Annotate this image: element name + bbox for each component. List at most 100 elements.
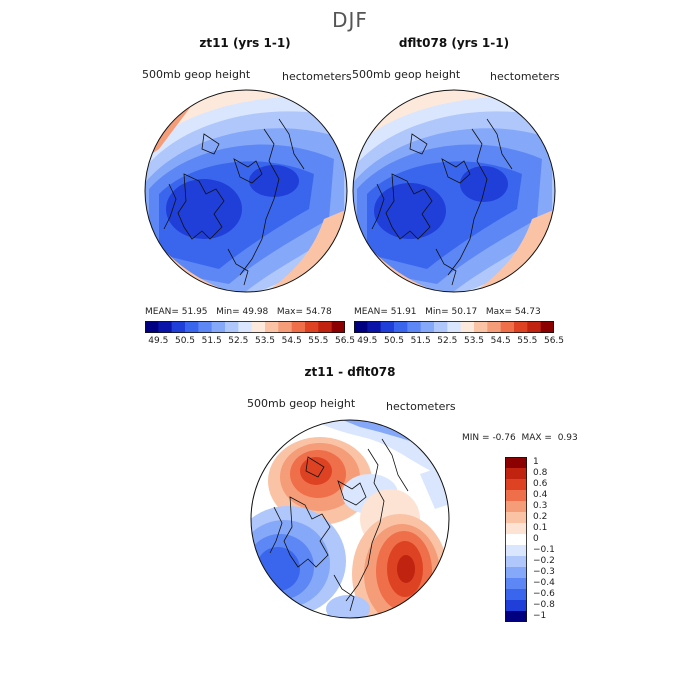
colorbar-swatch	[527, 321, 541, 333]
colorbar-tick-label: 54.5	[490, 336, 511, 346]
colorbar-swatch	[225, 321, 239, 333]
panel1-min-label: Min=	[216, 307, 240, 317]
diff-colorbar-swatch	[505, 523, 527, 535]
colorbar-swatch	[420, 321, 435, 333]
colorbar-swatch	[460, 321, 475, 333]
diff-colorbar-labels: 1 0.8 0.6 0.4 0.3 0.2 0.1 0 −0.1 −0.2 −0.3 −0.4 −0.6…	[533, 457, 583, 622]
colorbar-swatch	[514, 321, 528, 333]
colorbar-tick-label: 53.5	[463, 336, 485, 346]
diff-colorbar-label: 0.1	[533, 522, 548, 533]
diff-colorbar-label: 0.4	[533, 489, 548, 500]
diff-min-value: -0.76	[492, 433, 516, 443]
diff-max-label: MAX =	[521, 433, 552, 443]
panel1-title: zt11 (yrs 1-1)	[199, 36, 291, 50]
diff-stats: MIN = -0.76 MAX = 0.93	[462, 433, 578, 443]
colorbar-tick-label: 49.5	[357, 336, 378, 346]
colorbar-swatch	[145, 321, 159, 333]
colorbar-swatch	[318, 321, 332, 333]
colorbar-swatch	[305, 321, 319, 333]
colorbar-tick-label: 51.5	[410, 336, 431, 346]
panel2-max-value: 54.73	[514, 307, 541, 317]
colorbar-swatch	[367, 321, 381, 333]
panel2-mean-label: MEAN=	[354, 307, 388, 317]
colorbar-frame	[145, 321, 345, 333]
panel2-mean-value: 51.91	[390, 307, 417, 317]
colorbar-swatch	[185, 321, 199, 333]
colorbar-swatch	[278, 321, 292, 333]
colorbar-tick-label: 53.5	[254, 336, 276, 346]
panel2-stats: MEAN= 51.91 Min= 50.17 Max= 54.73	[354, 307, 541, 317]
diff-colorbar-frame	[505, 457, 527, 622]
colorbar-tick-label: 52.5	[228, 336, 249, 346]
diff-colorbar-label: −0.2	[533, 555, 555, 566]
panel1-stats: MEAN= 51.95 Min= 49.98 Max= 54.78	[145, 307, 332, 317]
colorbar-swatch	[394, 321, 408, 333]
diff-colorbar-swatch	[505, 611, 527, 622]
diff-colorbar-swatch	[505, 589, 527, 601]
colorbar-swatch	[198, 321, 212, 333]
diff-colorbar-label: 0.8	[533, 467, 548, 478]
colorbar-tick-label: 50.5	[383, 336, 405, 346]
panel2-units-label: hectometers	[490, 70, 560, 83]
panel2-map	[352, 89, 556, 293]
colorbar-swatch	[354, 321, 368, 333]
colorbar-swatch	[211, 321, 226, 333]
panel1-mean-label: MEAN=	[145, 307, 179, 317]
colorbar-frame	[354, 321, 554, 333]
diff-colorbar-label: −0.8	[533, 599, 555, 610]
panel1-units-label: hectometers	[282, 70, 352, 83]
diff-field-label: 500mb geop height	[247, 397, 356, 410]
panel1-max-label: Max=	[276, 307, 304, 317]
colorbar-swatch	[331, 321, 345, 333]
colorbar-swatch	[158, 321, 172, 333]
colorbar-tick-label: 51.5	[201, 336, 222, 346]
colorbar-swatch	[251, 321, 266, 333]
panel2-min-value: 50.17	[451, 307, 478, 317]
panel2-title: dflt078 (yrs 1-1)	[398, 36, 510, 50]
panel1-mean-value: 51.95	[181, 307, 208, 317]
colorbar-swatch	[380, 321, 395, 333]
diff-colorbar-label: −0.1	[533, 544, 555, 555]
diff-colorbar-label: 0	[533, 533, 539, 544]
colorbar-swatch	[447, 321, 461, 333]
panel2-max-label: Max=	[485, 307, 513, 317]
panel1-field-label: 500mb geop height	[142, 68, 251, 81]
diff-colorbar-label: −0.6	[533, 588, 555, 599]
diff-min-label: MIN =	[462, 433, 490, 443]
colorbar-tick-label: 54.5	[281, 336, 302, 346]
colorbar-swatch	[540, 321, 554, 333]
diff-colorbar-swatch	[505, 468, 527, 480]
diff-colorbar-label: 1	[533, 456, 539, 467]
diff-colorbar-swatch	[505, 600, 527, 612]
panel2-field-label: 500mb geop height	[352, 68, 461, 81]
diff-colorbar-swatch	[505, 457, 527, 469]
colorbar-tick-label: 52.5	[437, 336, 458, 346]
diff-title: zt11 - dflt078	[304, 365, 396, 379]
panel2-colorbar	[354, 321, 554, 333]
diff-map	[250, 419, 450, 619]
diff-colorbar-swatch	[505, 534, 527, 546]
diff-colorbar-swatch	[505, 490, 527, 502]
colorbar-swatch	[474, 321, 488, 333]
diff-colorbar-swatch	[505, 567, 527, 579]
diff-colorbar-label: 0.3	[533, 500, 548, 511]
diff-units-label: hectometers	[386, 400, 456, 413]
colorbar-tick-label: 56.5	[334, 336, 356, 346]
diff-colorbar-swatch	[505, 578, 527, 590]
diff-colorbar-swatch	[505, 501, 527, 513]
colorbar-swatch	[265, 321, 279, 333]
panel1-map	[144, 89, 348, 293]
colorbar-tick-label: 50.5	[174, 336, 196, 346]
colorbar-swatch	[407, 321, 421, 333]
diff-colorbar-label: −0.3	[533, 566, 555, 577]
colorbar-swatch	[291, 321, 306, 333]
diff-colorbar-swatch	[505, 545, 527, 557]
diff-colorbar-swatch	[505, 512, 527, 524]
colorbar-tick-label: 55.5	[308, 336, 329, 346]
colorbar-swatch	[487, 321, 501, 333]
colorbar-swatch	[500, 321, 515, 333]
colorbar-tick-label: 56.5	[543, 336, 565, 346]
panel2-min-label: Min=	[425, 307, 449, 317]
panel1-min-value: 49.98	[242, 307, 269, 317]
season-title: DJF	[332, 8, 368, 32]
